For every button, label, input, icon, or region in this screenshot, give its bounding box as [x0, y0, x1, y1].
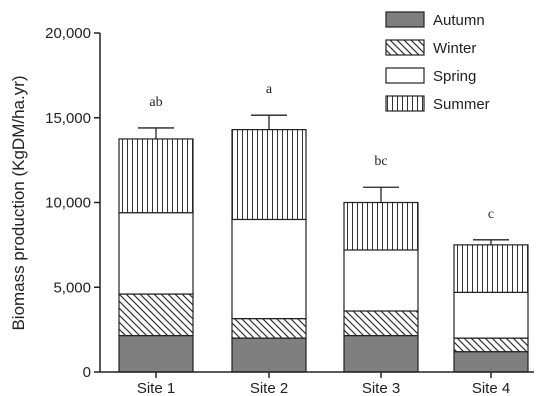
bar-summer-1 [118, 138, 194, 214]
x-tick-label: Site 2 [250, 380, 288, 396]
bar-spring-1 [118, 212, 194, 295]
legend-label-winter: Winter [433, 40, 476, 57]
x-tick-label: Site 3 [362, 380, 400, 396]
bar-winter-1 [118, 293, 194, 337]
legend-label-spring: Spring [433, 68, 476, 85]
bar-summer-2 [231, 129, 307, 221]
y-tick-label: 15,000 [45, 110, 91, 127]
bar-spring-2 [231, 218, 307, 320]
bars-layer: ab a bc c [118, 82, 529, 373]
bar-autumn-3 [343, 334, 419, 373]
legend-swatch-winter [385, 39, 425, 56]
y-tick-label: 20,000 [45, 25, 91, 42]
bar-spring-4 [453, 291, 529, 339]
bar-summer-4 [453, 244, 529, 293]
legend-swatch-autumn [385, 11, 425, 28]
legend: Autumn Winter Spring Summer [385, 11, 490, 113]
y-tick-label: 5,000 [53, 279, 91, 296]
bar-autumn-2 [231, 337, 307, 373]
bar-winter-4 [453, 337, 529, 353]
bar-winter-3 [343, 310, 419, 337]
bar-summer-3 [343, 201, 419, 251]
legend-label-autumn: Autumn [433, 12, 485, 29]
axes-layer: 0 5,000 10,000 15,000 20,000 Site 1 Site 2 Site… [45, 25, 534, 396]
y-tick-label: 0 [83, 364, 91, 381]
y-tick-label: 10,000 [45, 195, 91, 212]
legend-swatch-summer [385, 95, 425, 112]
significance-letter-4: c [488, 207, 494, 222]
y-axis-title: Biomass production (KgDM/ha.yr) [9, 75, 28, 330]
x-tick-label: Site 1 [137, 380, 175, 396]
significance-letter-1: ab [149, 95, 162, 110]
bar-autumn-1 [118, 334, 194, 373]
bar-winter-2 [231, 318, 307, 339]
bar-autumn-4 [453, 351, 529, 373]
legend-swatch-spring [385, 67, 425, 84]
legend-label-summer: Summer [433, 96, 490, 113]
significance-letter-3: bc [374, 154, 387, 169]
significance-letter-2: a [266, 82, 273, 97]
x-tick-label: Site 4 [472, 380, 510, 396]
bar-spring-3 [343, 249, 419, 312]
